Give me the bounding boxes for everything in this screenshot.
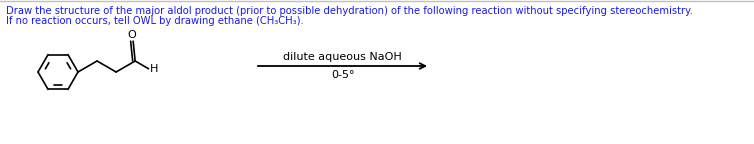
Text: dilute aqueous NaOH: dilute aqueous NaOH bbox=[283, 52, 402, 62]
Text: O: O bbox=[127, 30, 136, 40]
Text: 0-5°: 0-5° bbox=[331, 70, 354, 80]
Text: If no reaction occurs, tell OWL by drawing ethane (CH₃CH₃).: If no reaction occurs, tell OWL by drawi… bbox=[6, 16, 304, 26]
Text: H: H bbox=[149, 64, 158, 74]
Text: Draw the structure of the major aldol product (prior to possible dehydration) of: Draw the structure of the major aldol pr… bbox=[6, 6, 693, 16]
